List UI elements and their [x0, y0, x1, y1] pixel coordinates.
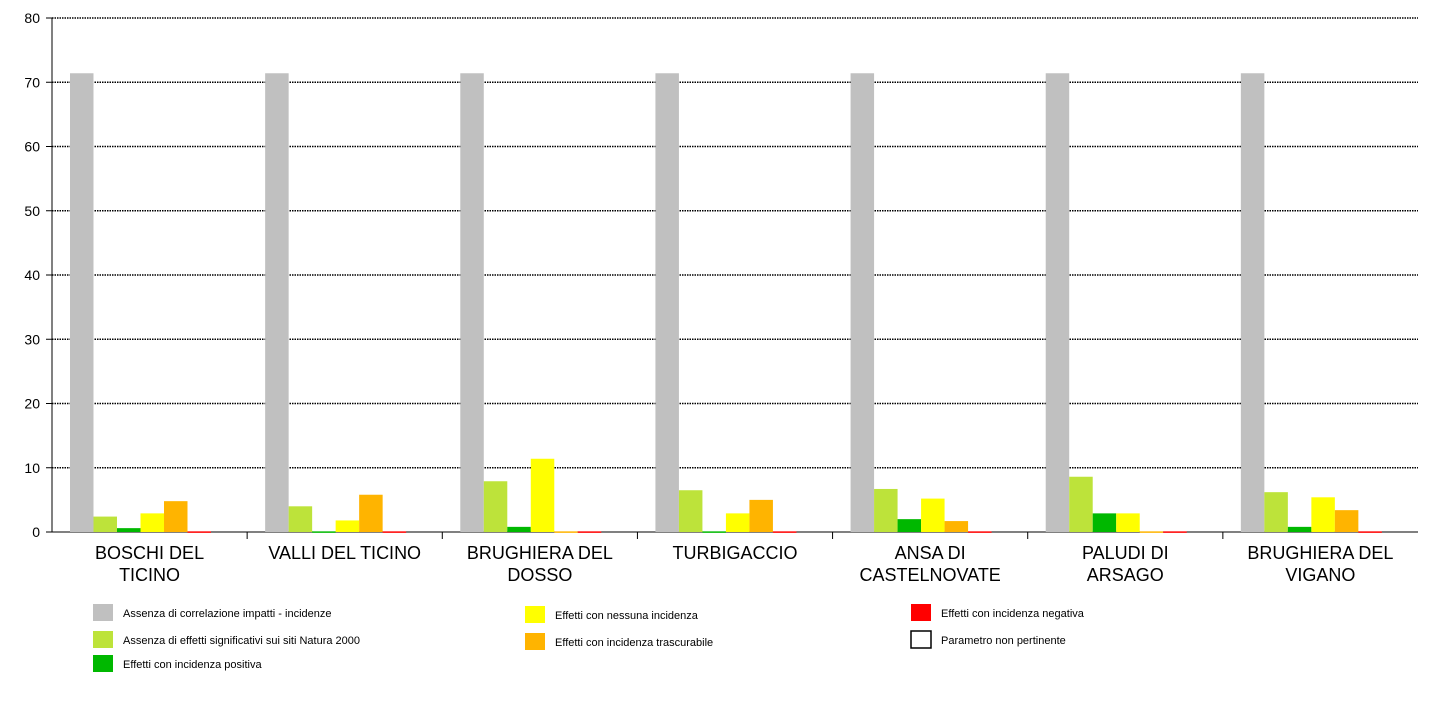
legend-swatch	[910, 630, 932, 649]
legend-swatch	[525, 606, 545, 623]
x-category-label: BOSCHI DEL	[95, 543, 204, 563]
bar	[897, 519, 922, 532]
legend-label: Effetti con incidenza positiva	[123, 659, 262, 671]
y-tick-label: 70	[24, 74, 40, 90]
bar	[359, 494, 383, 532]
bar	[140, 513, 164, 532]
legend-label: Parametro non pertinente	[941, 635, 1066, 647]
bar	[1139, 531, 1164, 533]
legend-swatch	[93, 604, 113, 621]
bar	[1264, 492, 1288, 532]
x-category-label: VIGANO	[1285, 565, 1355, 585]
x-category-label: ARSAGO	[1087, 565, 1164, 585]
y-tick-label: 50	[24, 203, 40, 219]
y-tick-label: 0	[32, 524, 40, 540]
y-tick-label: 80	[24, 10, 40, 26]
legend-label: Assenza di effetti significativi sui sit…	[123, 635, 360, 647]
legend-label: Assenza di correlazione impatti - incide…	[123, 608, 332, 620]
bar	[944, 521, 969, 532]
x-category-label: CASTELNOVATE	[859, 565, 1000, 585]
bar	[265, 73, 289, 532]
bar	[117, 528, 141, 532]
bar	[921, 498, 945, 532]
bar	[530, 458, 555, 532]
bar	[483, 481, 508, 532]
y-tick-label: 30	[24, 331, 40, 347]
bar	[655, 73, 679, 532]
bar	[1358, 531, 1382, 533]
bar	[678, 490, 703, 532]
bar	[1334, 510, 1359, 532]
bar	[335, 520, 360, 532]
x-category-label: DOSSO	[507, 565, 572, 585]
bar	[850, 73, 875, 532]
x-category-label: ANSA DI	[895, 543, 966, 563]
y-tick-label: 60	[24, 139, 40, 155]
x-category-label: TURBIGACCIO	[672, 543, 797, 563]
bar	[1092, 513, 1117, 532]
x-category-label: VALLI DEL TICINO	[268, 543, 421, 563]
bar	[725, 513, 750, 532]
legend-label: Effetti con incidenza trascurabile	[555, 637, 713, 649]
bar	[70, 73, 94, 532]
bar	[772, 531, 797, 533]
bar	[1240, 73, 1265, 532]
bar	[1069, 476, 1093, 532]
legend-swatch	[525, 633, 545, 650]
legend-swatch	[93, 631, 113, 648]
x-category-label: BRUGHIERA DEL	[1247, 543, 1393, 563]
x-category-label: BRUGHIERA DEL	[467, 543, 613, 563]
bar	[554, 531, 578, 533]
bar	[164, 501, 188, 532]
x-category-label: TICINO	[119, 565, 180, 585]
legend-swatch	[93, 655, 113, 672]
bar	[288, 506, 313, 532]
legend-label: Effetti con incidenza negativa	[941, 608, 1085, 620]
y-tick-label: 10	[24, 460, 40, 476]
bar	[968, 531, 992, 533]
bar	[93, 516, 117, 532]
bar	[507, 526, 531, 532]
bar	[1163, 531, 1187, 533]
y-tick-label: 40	[24, 267, 40, 283]
bar	[1045, 73, 1070, 532]
y-tick-label: 20	[24, 396, 40, 412]
bar	[749, 499, 773, 532]
bar	[577, 531, 602, 533]
bar	[1311, 497, 1335, 532]
bar	[874, 488, 898, 532]
bar	[1116, 513, 1140, 532]
x-category-label: PALUDI DI	[1082, 543, 1169, 563]
bar	[187, 531, 211, 533]
bar	[460, 73, 484, 532]
legend-swatch	[911, 604, 931, 621]
bar	[312, 531, 336, 533]
legend-label: Effetti con nessuna incidenza	[555, 610, 699, 622]
bar	[702, 531, 726, 533]
bar	[1287, 526, 1312, 532]
bar	[382, 531, 407, 533]
